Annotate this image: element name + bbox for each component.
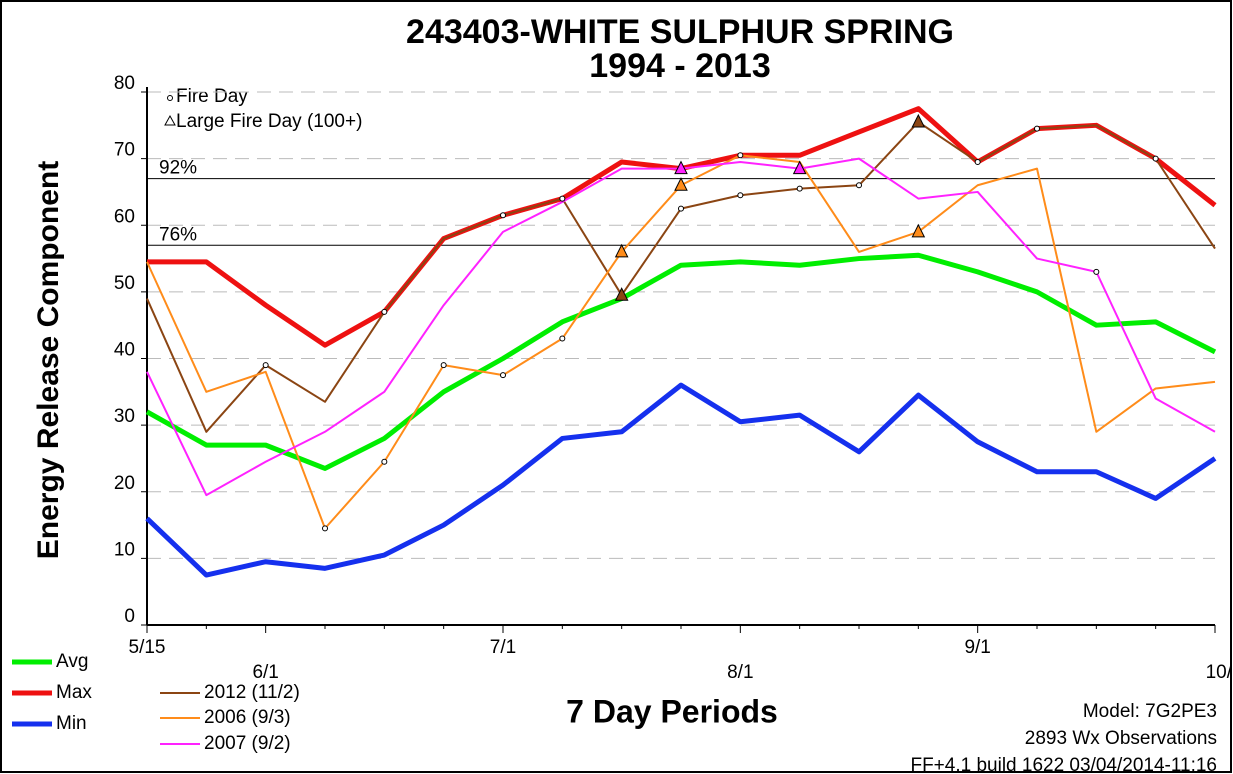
fire-day-marker: [262, 362, 269, 369]
y-tick-label: 70: [114, 140, 135, 161]
chart-subtitle: 1994 - 2013: [589, 47, 771, 85]
large-fire-marker: [614, 287, 629, 301]
x-tick-label: 8/1: [727, 662, 753, 683]
footer-text: Model: 7G2PE3: [1083, 701, 1217, 722]
x-tick-label: 5/15: [129, 637, 166, 658]
x-tick-label: 9/1: [964, 637, 990, 658]
fire-day-marker: [1152, 155, 1159, 162]
y-axis-label: Energy Release Component: [32, 161, 65, 559]
legend-label: Min: [56, 713, 87, 734]
legend-label: Max: [56, 682, 92, 703]
fire-day-marker: [381, 458, 388, 465]
fire-day-marker: [440, 362, 447, 369]
y-tick-label: 40: [114, 340, 135, 361]
chart-title: 243403-WHITE SULPHUR SPRING: [406, 13, 954, 51]
fire-day-marker: [856, 182, 862, 189]
reference-label: 76%: [159, 224, 197, 245]
x-tick-label: 10/: [1206, 662, 1233, 683]
series-line: [145, 382, 1217, 578]
legend-label: 2006 (9/3): [204, 707, 291, 728]
x-tick-label: 7/1: [490, 637, 516, 658]
fire-day-symbol: [167, 95, 173, 101]
y-tick-label: 50: [114, 273, 135, 294]
y-tick-label: 0: [124, 606, 135, 627]
fire-day-note: Fire Day: [176, 86, 248, 107]
y-tick-label: 10: [114, 539, 135, 560]
x-axis-label: 7 Day Periods: [566, 693, 778, 729]
large-fire-marker: [911, 223, 926, 238]
large-fire-marker: [792, 160, 807, 175]
fire-day-marker: [737, 192, 744, 199]
large-fire-symbol: [164, 114, 176, 126]
y-tick-label: 60: [114, 206, 135, 227]
large-fire-marker: [614, 243, 629, 258]
fire-day-marker: [559, 335, 566, 342]
fire-day-marker: [737, 152, 744, 159]
fire-day-marker: [974, 158, 981, 165]
reference-label: 92%: [159, 158, 197, 179]
legend-label: 2007 (9/2): [204, 733, 291, 754]
y-tick-label: 30: [114, 406, 135, 427]
fire-day-marker: [559, 195, 566, 202]
large-fire-marker: [674, 177, 688, 191]
fire-day-marker: [1093, 268, 1100, 275]
large-fire-note: Large Fire Day (100+): [176, 111, 362, 132]
fire-day-marker: [500, 372, 506, 379]
x-tick-label: 6/1: [252, 662, 278, 683]
fire-day-marker: [500, 212, 506, 219]
footer-text: 2893 Wx Observations: [1025, 728, 1217, 749]
large-fire-marker: [674, 160, 688, 175]
fire-day-marker: [796, 185, 803, 192]
legend-label: 2012 (11/2): [204, 682, 300, 703]
fire-day-marker: [322, 525, 328, 532]
y-tick-label: 80: [114, 73, 135, 94]
y-tick-label: 20: [114, 473, 135, 494]
legend-label: Avg: [56, 651, 88, 672]
fire-day-marker: [1034, 125, 1040, 132]
series-line: [145, 252, 1217, 471]
large-fire-marker: [911, 113, 926, 128]
footer-text: FF+4.1 build 1622 03/04/2014-11:16: [910, 755, 1217, 774]
fire-day-marker: [678, 205, 684, 212]
fire-day-marker: [381, 308, 388, 315]
